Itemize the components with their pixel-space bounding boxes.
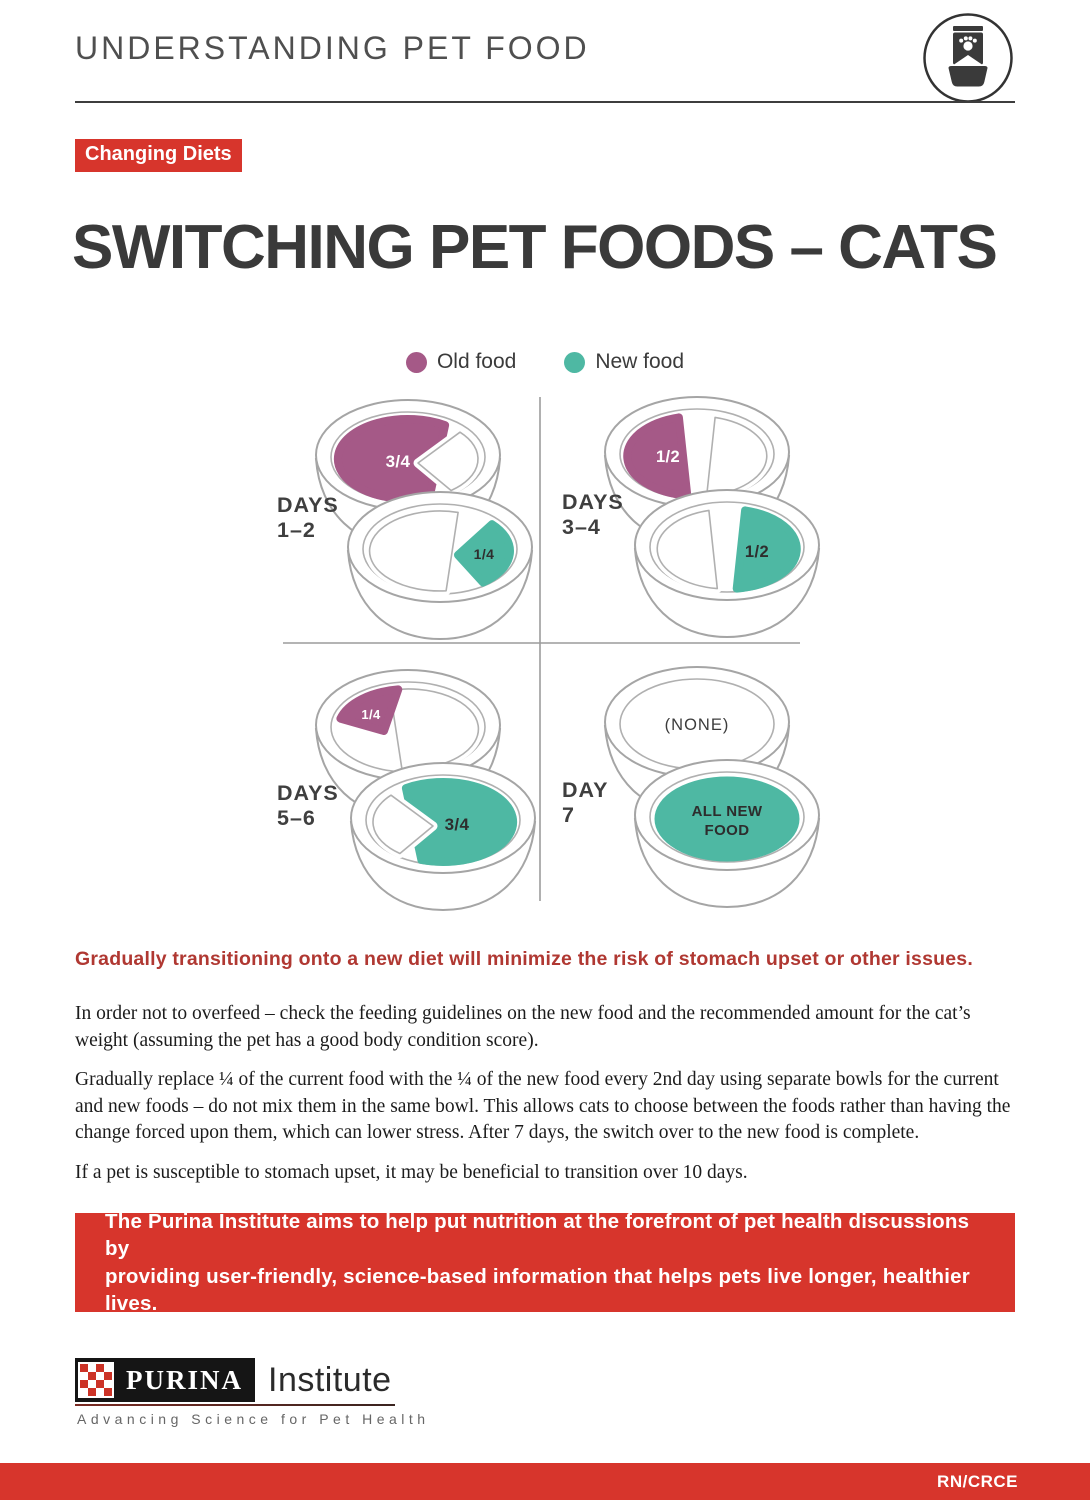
- food-portion: [333, 414, 450, 503]
- purina-institute-logo: PURINA Institute: [75, 1358, 392, 1402]
- tagline: Gradually transitioning onto a new diet …: [75, 948, 973, 970]
- pet-food-bag-bowl-icon: [923, 13, 1013, 103]
- bowl-label: 3/4: [386, 452, 411, 471]
- header-divider: [75, 101, 1015, 103]
- body-paragraph: Gradually replace ¼ of the current food …: [75, 1069, 1011, 1144]
- bowl-label: 1/2: [656, 448, 680, 466]
- purina-wordmark: PURINA: [126, 1364, 243, 1395]
- q3-bowl-new: 3/4: [349, 762, 537, 912]
- bowl-label: 1/2: [745, 543, 769, 561]
- legend-dot: [405, 351, 427, 373]
- day-label: 1–2: [277, 518, 316, 542]
- section-badge: Changing Diets: [75, 139, 242, 172]
- day-label: 3–4: [562, 515, 601, 539]
- bowl-label: 1/4: [474, 546, 495, 562]
- day-label: DAY: [562, 778, 608, 802]
- body-paragraphs: In order not to overfeed – check the fee…: [75, 1001, 1020, 1199]
- bowl-shape: [948, 66, 988, 87]
- day-label: DAYS: [562, 490, 624, 514]
- bowl-label: ALL NEW: [692, 803, 763, 820]
- empty-compartment: [417, 431, 479, 492]
- empty-compartment: [656, 509, 719, 590]
- q2-bowl-new: 1/2: [633, 489, 821, 639]
- body-paragraph: In order not to overfeed – check the fee…: [75, 1003, 971, 1051]
- empty-compartment: [368, 510, 459, 592]
- banner-line: The Purina Institute aims to help put nu…: [105, 1210, 970, 1261]
- banner-line: providing user-friendly, science-based i…: [105, 1264, 970, 1315]
- day-label: DAYS: [277, 493, 339, 517]
- body-paragraph: If a pet is susceptible to stomach upset…: [75, 1161, 748, 1183]
- legend-item: Old food: [405, 350, 517, 374]
- page-header-title: UNDERSTANDING PET FOOD: [75, 30, 590, 66]
- bowl-label: FOOD: [705, 822, 750, 839]
- food-portion: [732, 506, 801, 593]
- transition-diagram: 3/41/4DAYS1–21/21/2DAYS3–41/43/4DAYS5–6(…: [277, 396, 821, 912]
- purina-checkerboard-icon: [78, 1362, 114, 1398]
- logo-divider: [75, 1404, 395, 1406]
- bowl-label: 3/4: [445, 815, 470, 834]
- logo-subtitle: Advancing Science for Pet Health: [77, 1411, 430, 1427]
- legend-item: New food: [564, 350, 684, 374]
- footer-code: RN/CRCE: [937, 1471, 1018, 1491]
- bowl-label: 1/4: [361, 707, 381, 722]
- food-portion: [654, 776, 800, 862]
- legend: Old food New food: [0, 350, 1090, 374]
- food-portion: [401, 777, 518, 866]
- empty-compartment: [372, 794, 434, 855]
- footer-bar: RN/CRCE: [0, 1463, 1090, 1500]
- institute-wordmark: Institute: [268, 1360, 392, 1399]
- legend-label: Old food: [436, 350, 517, 373]
- q1-bowl-new: 1/4: [346, 491, 534, 641]
- mission-banner: The Purina Institute aims to help put nu…: [75, 1210, 1015, 1315]
- q4-bowl-new: ALL NEW FOOD: [633, 759, 821, 909]
- food-portion: [336, 685, 403, 735]
- day-label: 5–6: [277, 806, 316, 830]
- food-portion: [454, 520, 514, 587]
- food-portion: [623, 413, 692, 500]
- main-title: SWITCHING PET FOODS – CATS: [72, 213, 998, 282]
- day-label: DAYS: [277, 781, 339, 805]
- bowl-label: (NONE): [665, 716, 730, 734]
- legend-dot: [564, 351, 586, 373]
- food-bag-shape: [953, 26, 983, 65]
- purina-logo-box: PURINA: [75, 1358, 255, 1402]
- day-label: 7: [562, 803, 575, 827]
- legend-label: New food: [595, 350, 685, 373]
